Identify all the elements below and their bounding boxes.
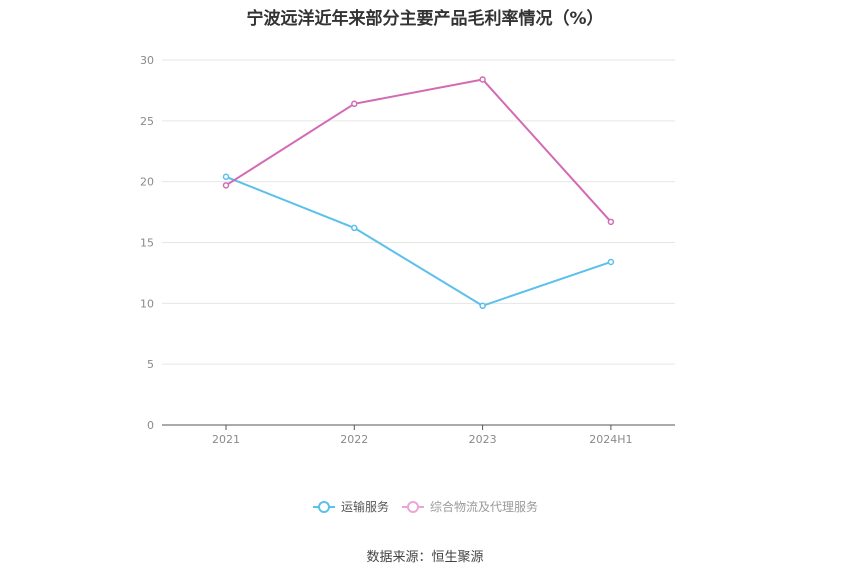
legend: 运输服务 综合物流及代理服务 bbox=[313, 499, 538, 514]
data-point bbox=[607, 258, 615, 266]
y-tick-label: 0 bbox=[147, 419, 154, 432]
data-point bbox=[351, 100, 358, 108]
data-source: 数据来源：恒生聚源 bbox=[366, 550, 484, 565]
data-point bbox=[351, 224, 358, 232]
legend-label: 综合物流及代理服务 bbox=[430, 499, 538, 514]
data-point bbox=[222, 173, 230, 181]
y-tick-label: 30 bbox=[140, 54, 154, 67]
axes: 0 5 10 15 20 25 30 2021 2022 2023 2024H1 bbox=[140, 54, 675, 446]
grid-lines bbox=[162, 59, 675, 365]
y-tick-label: 5 bbox=[147, 358, 154, 371]
legend-label: 运输服务 bbox=[341, 499, 389, 514]
data-point bbox=[607, 218, 615, 226]
y-tick-label: 10 bbox=[140, 297, 154, 310]
x-tick-label: 2022 bbox=[340, 433, 368, 446]
series-line-2 bbox=[225, 78, 612, 223]
chart-title: 宁波远洋近年来部分主要产品毛利率情况（%） bbox=[246, 9, 604, 29]
legend-swatch-marker bbox=[407, 501, 419, 513]
y-tick-label: 25 bbox=[140, 115, 154, 128]
data-point bbox=[222, 182, 230, 189]
data-point bbox=[479, 76, 486, 83]
legend-swatch-marker bbox=[318, 501, 330, 513]
series-line-1 bbox=[225, 175, 612, 307]
y-tick-label: 20 bbox=[140, 176, 154, 189]
x-tick-label: 2021 bbox=[212, 433, 240, 446]
y-tick-label: 15 bbox=[140, 237, 154, 250]
x-tick-label: 2023 bbox=[469, 433, 497, 446]
x-tick-label: 2024H1 bbox=[589, 433, 632, 446]
data-point bbox=[479, 302, 486, 310]
series-lines bbox=[222, 76, 615, 310]
